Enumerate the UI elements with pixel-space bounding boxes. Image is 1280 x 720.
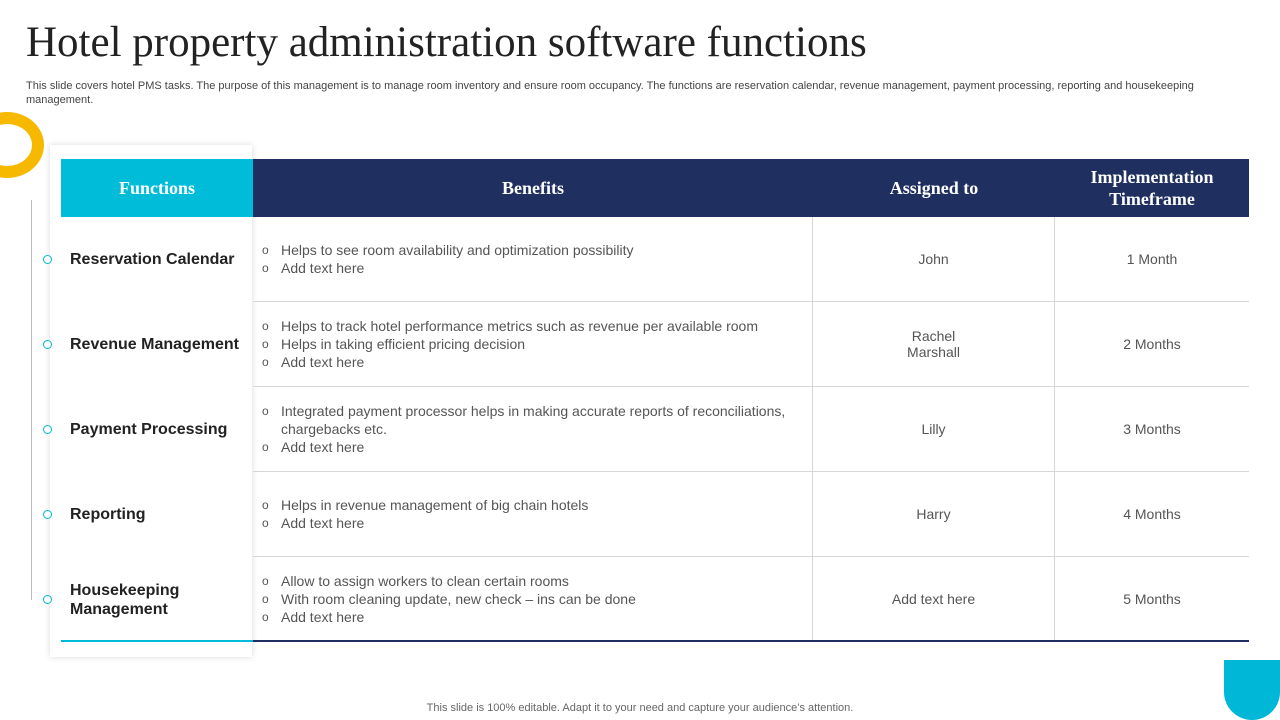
timeline-dot: [43, 509, 52, 519]
function-cell: Reporting: [70, 506, 146, 523]
benefits-cell: Allow to assign workers to clean certain…: [253, 557, 813, 642]
assigned-cell: Lilly: [813, 387, 1055, 472]
timeframe-cell: 5 Months: [1055, 557, 1249, 642]
column-header: Implementation Timeframe: [1055, 159, 1249, 217]
benefit-item: Add text here: [262, 353, 758, 371]
benefit-item: Add text here: [262, 259, 634, 277]
ring-decor: [0, 112, 44, 178]
benefit-item: Add text here: [262, 608, 636, 626]
benefit-list: Helps to see room availability and optim…: [253, 241, 654, 277]
benefits-cell: Integrated payment processor helps in ma…: [253, 387, 813, 472]
benefits-cell: Helps in revenue management of big chain…: [253, 472, 813, 557]
benefit-item: Add text here: [262, 514, 588, 532]
benefit-item: Add text here: [262, 438, 792, 456]
benefit-item: With room cleaning update, new check – i…: [262, 590, 636, 608]
benefit-list: Helps in revenue management of big chain…: [253, 496, 608, 532]
benefit-item: Helps to track hotel performance metrics…: [262, 317, 758, 335]
timeframe-cell: 2 Months: [1055, 302, 1249, 387]
timeline-dot: [43, 339, 52, 349]
assigned-cell: John: [813, 217, 1055, 302]
corner-decor: [1224, 660, 1280, 720]
assigned-cell: Add text here: [813, 557, 1055, 642]
assigned-cell: Rachel Marshall: [813, 302, 1055, 387]
timeframe-cell: 3 Months: [1055, 387, 1249, 472]
benefit-item: Helps in taking efficient pricing decisi…: [262, 335, 758, 353]
underline: [61, 640, 253, 642]
function-cell: Reservation Calendar: [70, 251, 235, 268]
timeline-dot: [43, 254, 52, 264]
timeline: [31, 200, 32, 600]
card: [50, 145, 252, 657]
subtitle: This slide covers hotel PMS tasks. The p…: [26, 80, 1194, 106]
column-header: Benefits: [253, 159, 813, 217]
function-cell: Housekeeping Management: [70, 581, 180, 618]
timeline-dot: [43, 594, 52, 604]
timeframe-cell: 4 Months: [1055, 472, 1249, 557]
function-cell: Payment Processing: [70, 421, 228, 438]
benefit-item: Integrated payment processor helps in ma…: [262, 402, 792, 438]
timeframe-cell: 1 Month: [1055, 217, 1249, 302]
assigned-cell: Harry: [813, 472, 1055, 557]
benefit-item: Helps to see room availability and optim…: [262, 241, 633, 259]
benefit-list: Integrated payment processor helps in ma…: [253, 402, 812, 456]
column-header: Functions: [61, 159, 253, 217]
benefit-list: Allow to assign workers to clean certain…: [253, 572, 656, 626]
benefit-item: Helps in revenue management of big chain…: [262, 496, 588, 514]
underline: [253, 640, 1249, 642]
benefit-item: Allow to assign workers to clean certain…: [262, 572, 636, 590]
footer-note: This slide is 100% editable. Adapt it to…: [426, 702, 854, 714]
title: Hotel property administration software f…: [26, 19, 867, 66]
function-cell: Revenue Management: [70, 336, 239, 353]
benefits-cell: Helps to track hotel performance metrics…: [253, 302, 813, 387]
benefits-cell: Helps to see room availability and optim…: [253, 217, 813, 302]
timeline-dot: [43, 424, 52, 434]
column-header: Assigned to: [813, 159, 1055, 217]
benefit-list: Helps to track hotel performance metrics…: [253, 317, 778, 371]
